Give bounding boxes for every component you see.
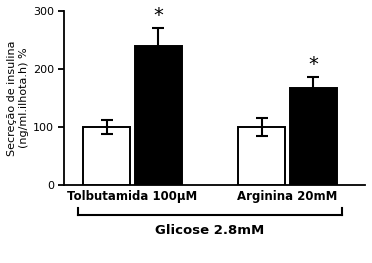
Bar bbox=[238, 127, 285, 185]
Text: *: * bbox=[153, 7, 163, 26]
Y-axis label: Secreção de insulina
(ng/ml.ilhota.h) %: Secreção de insulina (ng/ml.ilhota.h) % bbox=[7, 41, 29, 156]
Text: *: * bbox=[308, 55, 318, 74]
Text: Glicose 2.8mM: Glicose 2.8mM bbox=[155, 224, 264, 237]
Bar bbox=[83, 127, 130, 185]
Bar bbox=[135, 46, 182, 185]
Bar bbox=[290, 88, 337, 185]
